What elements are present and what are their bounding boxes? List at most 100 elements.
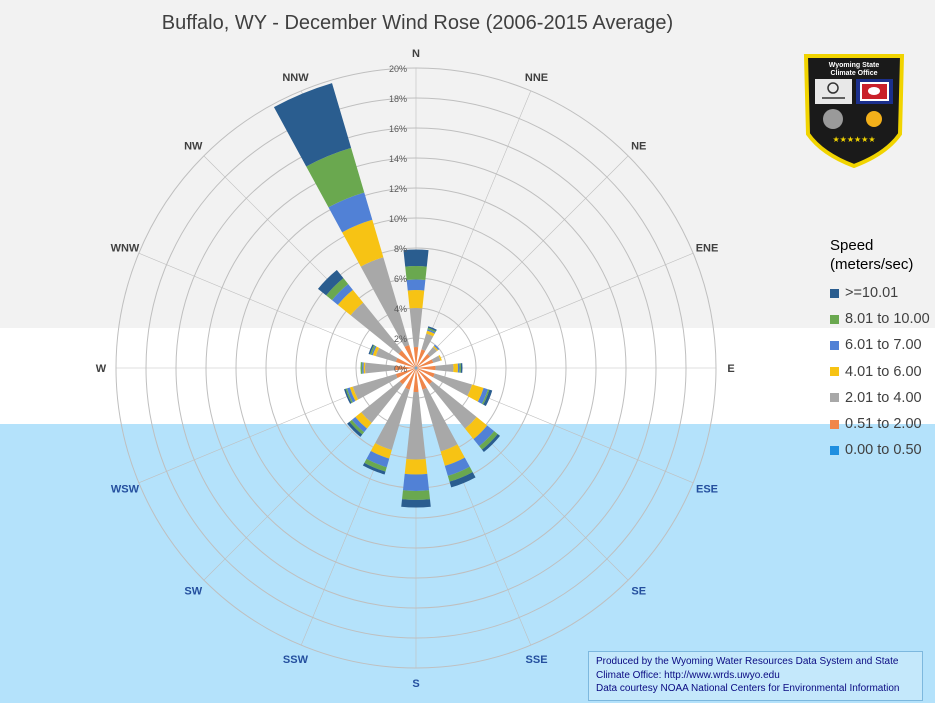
direction-label-nw: NW: [184, 140, 203, 152]
direction-label-ssw: SSW: [283, 654, 309, 666]
legend-label: >=10.01: [845, 285, 899, 302]
wedge-ese--10-01: [483, 389, 493, 407]
wedge-n-8-01-to-10-00: [405, 266, 427, 280]
wedge-nw-8-01-to-10-00: [326, 278, 349, 301]
grid-spoke: [138, 252, 417, 369]
wedge-e-2-01-to-4-00: [435, 364, 454, 372]
direction-label-sw: SW: [184, 586, 202, 598]
chart-title: Buffalo, WY - December Wind Rose (2006-2…: [161, 12, 674, 34]
radial-tick-labels: 0% 2% 4% 6% 8% 10% 12% 14% 16% 18% 20%: [389, 64, 407, 374]
radial-tick-label: 12%: [389, 184, 407, 194]
direction-label-ne: NE: [631, 140, 646, 152]
legend-swatch: [830, 419, 839, 429]
wedge-w-0-51-to-2-00: [395, 365, 415, 371]
direction-labels: N NNE NE ENE E ESE SE SSE S SSW SW WSW W WNW NW NNW: [96, 48, 735, 690]
wedge-nw-2-01-to-4-00: [350, 302, 402, 354]
legend-item: 0.00 to 0.50: [830, 437, 935, 463]
wedge-se--10-01: [481, 433, 501, 453]
wedge-nnw-4-01-to-6-00: [342, 219, 384, 267]
wedge-ne-0-51-to-2-00: [416, 353, 431, 368]
wedge-se-2-01-to-4-00: [429, 381, 477, 429]
wedge-sse-6-01-to-7-00: [444, 457, 470, 476]
grid-spoke: [415, 252, 694, 369]
wedge-nw-0-51-to-2-00: [398, 350, 416, 368]
wedge-ese-2-01-to-4-00: [433, 373, 473, 396]
wedge-ese-4-01-to-6-00: [467, 384, 484, 402]
wedge-ene-4-01-to-6-00: [438, 355, 442, 361]
wedge-ese-0-00-to-0-50: [416, 368, 418, 369]
wedge-e-4-01-to-6-00: [453, 363, 458, 373]
wedge-s--10-01: [401, 499, 431, 508]
wedge-ne-4-01-to-6-00: [432, 345, 439, 352]
wind-rose-wedges: [273, 83, 501, 508]
direction-label-e: E: [727, 363, 734, 375]
wedge-e-6-01-to-7-00: [457, 363, 460, 373]
wedge-sse-0-00-to-0-50: [416, 368, 417, 370]
credits-line2: Climate Office: http://www.wrds.uwyo.edu: [596, 669, 780, 681]
wedge-n-0-51-to-2-00: [413, 347, 419, 367]
wedge-ese-0-51-to-2-00: [417, 368, 435, 378]
wedge-wnw-8-01-to-10-00: [369, 345, 376, 355]
climate-office-logo: Wyoming State Climate Office ★★★★★★: [803, 54, 905, 168]
radial-tick-label: 8%: [394, 244, 407, 254]
wedge-sw-0-51-to-2-00: [399, 368, 416, 385]
wedge-nne-8-01-to-10-00: [427, 327, 437, 333]
wedge-nw-0-00-to-0-50: [414, 366, 416, 368]
wedge-e-0-51-to-2-00: [417, 365, 436, 371]
wedge-s-4-01-to-6-00: [404, 458, 428, 475]
wedge-n-2-01-to-4-00: [409, 308, 423, 348]
wedge-wnw-4-01-to-6-00: [372, 346, 380, 357]
wedge-wsw-8-01-to-10-00: [345, 388, 353, 404]
wedge-sw--10-01: [347, 421, 363, 437]
wedge-w-6-01-to-7-00: [362, 362, 364, 374]
wedge-ese-6-01-to-7-00: [477, 387, 488, 404]
wedge-se-0-51-to-2-00: [416, 368, 433, 385]
grid-spoke: [415, 90, 532, 369]
wedge-se-4-01-to-6-00: [465, 417, 488, 440]
radial-tick-label: 0%: [394, 364, 407, 374]
wedge-sse--10-01: [449, 472, 476, 488]
wedge-sw-4-01-to-6-00: [355, 412, 372, 429]
direction-label-ese: ESE: [696, 484, 718, 496]
wedge-nne-4-01-to-6-00: [426, 330, 435, 337]
credits-line3: Data courtesy NOAA National Centers for …: [596, 683, 900, 694]
background-band-middle: [0, 328, 935, 424]
legend-swatch: [830, 393, 839, 403]
wedge-ne-6-01-to-7-00: [433, 344, 440, 351]
wedge-ssw-4-01-to-6-00: [370, 443, 392, 459]
wedge-wnw--10-01: [368, 344, 374, 355]
legend-title: Speed (meters/sec): [830, 236, 935, 274]
wedge-nne-6-01-to-7-00: [427, 329, 436, 334]
wedge-nnw-8-01-to-10-00: [306, 147, 365, 208]
legend-item: 0.51 to 2.00: [830, 411, 935, 437]
wedge-sw-0-00-to-0-50: [414, 368, 416, 370]
direction-label-s: S: [412, 678, 419, 690]
legend-title-line2: (meters/sec): [830, 256, 914, 273]
legend-swatch: [830, 340, 839, 350]
legend-item: 8.01 to 10.00: [830, 306, 935, 332]
wedge-ene-0-51-to-2-00: [417, 359, 434, 368]
wedge-nw-6-01-to-7-00: [331, 283, 353, 305]
wedge-ssw-6-01-to-7-00: [366, 450, 390, 468]
wedge-nne-0-00-to-0-50: [416, 366, 417, 368]
legend-swatch: [830, 367, 839, 377]
wedge-nnw-6-01-to-7-00: [328, 192, 373, 233]
direction-label-nnw: NNW: [282, 72, 309, 84]
wedge-ne-0-00-to-0-50: [416, 366, 418, 368]
wedge-wsw-4-01-to-6-00: [349, 386, 359, 402]
wedge-wnw-2-01-to-4-00: [375, 347, 398, 363]
wedge-nnw-2-01-to-4-00: [360, 257, 410, 347]
wedge-ssw-0-51-to-2-00: [405, 369, 416, 390]
wedge-sse-0-51-to-2-00: [416, 369, 427, 390]
wedge-sw-8-01-to-10-00: [349, 419, 365, 435]
direction-label-sse: SSE: [526, 654, 548, 666]
wedge-s-2-01-to-4-00: [406, 391, 426, 460]
wedge-w-2-01-to-4-00: [365, 362, 396, 374]
wedge-ssw-2-01-to-4-00: [375, 387, 410, 451]
wedge-n--10-01: [403, 249, 429, 267]
legend-label: 6.01 to 7.00: [845, 337, 922, 354]
legend-item: 6.01 to 7.00: [830, 332, 935, 358]
direction-label-n: N: [412, 48, 420, 60]
direction-label-wsw: WSW: [111, 484, 140, 496]
